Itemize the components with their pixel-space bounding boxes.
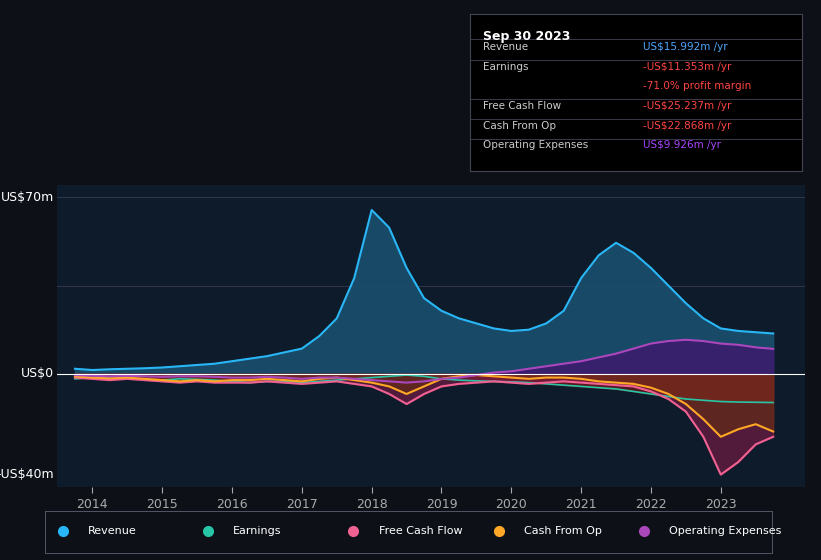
Text: US$15.992m /yr: US$15.992m /yr (643, 42, 727, 52)
Text: Free Cash Flow: Free Cash Flow (483, 101, 561, 111)
Text: Cash From Op: Cash From Op (483, 120, 556, 130)
Text: Earnings: Earnings (483, 62, 529, 72)
Text: Operating Expenses: Operating Expenses (669, 526, 782, 536)
Text: US$9.926m /yr: US$9.926m /yr (643, 140, 721, 150)
Text: Earnings: Earnings (233, 526, 282, 536)
Text: US$0: US$0 (21, 367, 53, 380)
Text: Sep 30 2023: Sep 30 2023 (483, 30, 571, 43)
Text: -US$11.353m /yr: -US$11.353m /yr (643, 62, 731, 72)
Text: Revenue: Revenue (88, 526, 137, 536)
Text: -US$22.868m /yr: -US$22.868m /yr (643, 120, 731, 130)
Text: Free Cash Flow: Free Cash Flow (378, 526, 462, 536)
Text: Cash From Op: Cash From Op (524, 526, 602, 536)
Text: -71.0% profit margin: -71.0% profit margin (643, 81, 750, 91)
Text: Operating Expenses: Operating Expenses (483, 140, 588, 150)
Text: Revenue: Revenue (483, 42, 528, 52)
Text: US$70m: US$70m (1, 191, 53, 204)
Text: -US$25.237m /yr: -US$25.237m /yr (643, 101, 731, 111)
Text: -US$40m: -US$40m (0, 468, 53, 481)
